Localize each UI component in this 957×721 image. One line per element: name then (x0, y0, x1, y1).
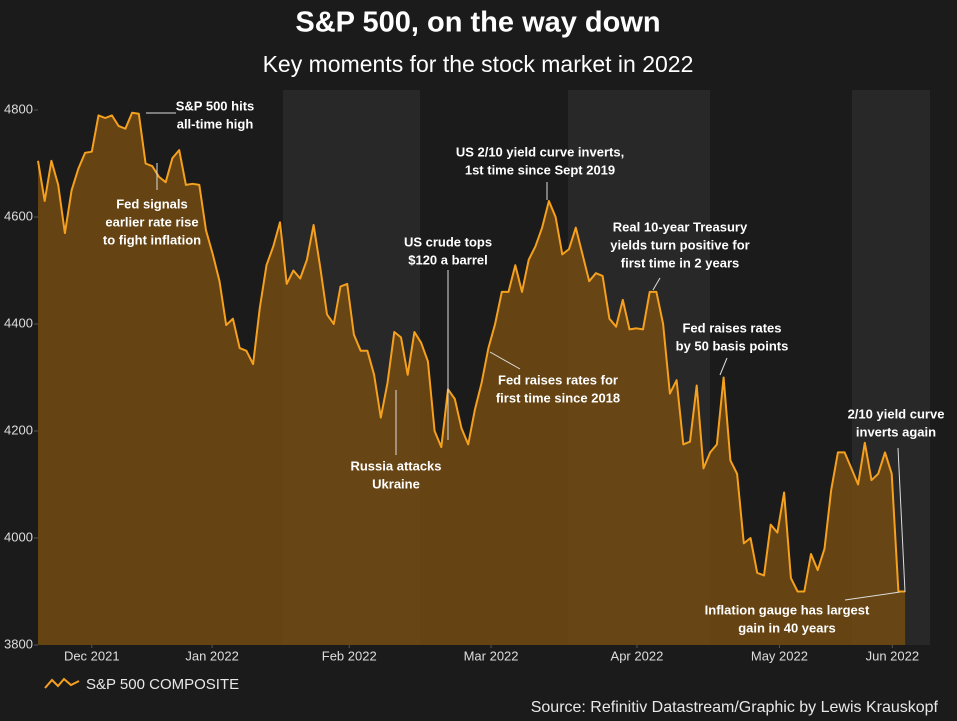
annotation: Inflation gauge has largest (705, 602, 870, 617)
leader-line (844, 591, 901, 601)
leader-line (897, 447, 906, 593)
leader-line (489, 351, 521, 370)
annotation: to fight inflation (103, 232, 201, 247)
y-tick-label: 4800 (4, 101, 33, 116)
y-tick-label: 4200 (4, 422, 33, 437)
annotation: Fed raises rates for (498, 372, 618, 387)
annotation: first time since 2018 (496, 390, 620, 405)
legend-icon (44, 677, 80, 689)
area (38, 112, 906, 645)
annotation: first time in 2 years (621, 255, 740, 270)
leader-line (719, 357, 728, 376)
annotation: all-time high (177, 116, 254, 131)
annotation: US 2/10 yield curve inverts, (456, 144, 624, 159)
x-tick-label: Jun 2022 (866, 648, 920, 663)
legend-label: S&P 500 COMPOSITE (86, 676, 239, 693)
annotation: gain in 40 years (738, 620, 836, 635)
y-tick-label: 4600 (4, 208, 33, 223)
chart-subtitle: Key moments for the stock market in 2022 (263, 51, 694, 77)
x-tick-label: Mar 2022 (464, 648, 519, 663)
annotation: US crude tops (404, 234, 492, 249)
annotation: Real 10-year Treasury (613, 219, 748, 234)
annotation: S&P 500 hits (176, 98, 255, 113)
annotation: Fed raises rates (682, 320, 781, 335)
annotation: earlier rate rise (105, 214, 198, 229)
annotation: Ukraine (372, 476, 420, 491)
x-tick-label: Feb 2022 (322, 648, 377, 663)
leader-line (652, 277, 661, 291)
source: Source: Refinitiv Datastream/Graphic by … (531, 699, 939, 716)
annotation: by 50 basis points (676, 338, 789, 353)
x-tick-label: Jan 2022 (185, 648, 239, 663)
x-tick-label: Dec 2021 (64, 648, 120, 663)
annotation: 1st time since Sept 2019 (465, 162, 615, 177)
annotation: 2/10 yield curve (848, 406, 945, 421)
y-tick-label: 4400 (4, 315, 33, 330)
chart-title: S&P 500, on the way down (295, 7, 660, 39)
y-tick-label: 3800 (4, 636, 33, 651)
y-tick-label: 4000 (4, 529, 33, 544)
x-tick-label: Apr 2022 (611, 648, 664, 663)
annotation: yields turn positive for (610, 237, 749, 252)
annotation: Fed signals (116, 196, 188, 211)
x-tick-label: May 2022 (751, 648, 808, 663)
annotation: inverts again (856, 424, 936, 439)
line (37, 111, 906, 593)
annotation: $120 a barrel (408, 252, 488, 267)
annotation: Russia attacks (350, 458, 441, 473)
